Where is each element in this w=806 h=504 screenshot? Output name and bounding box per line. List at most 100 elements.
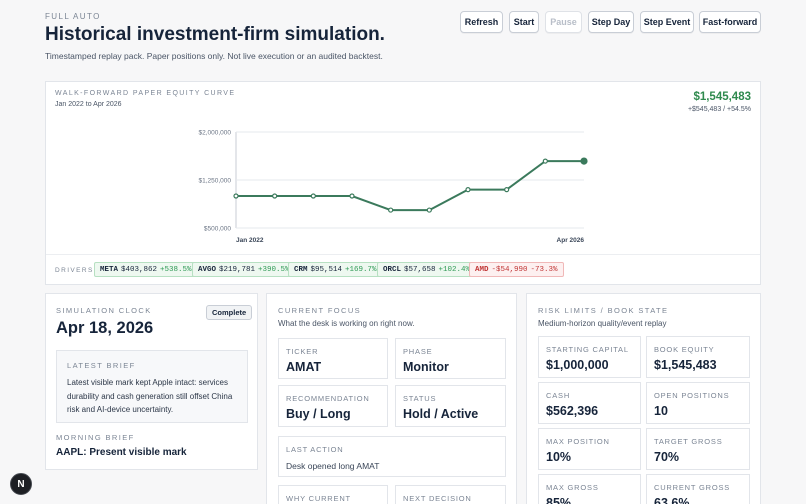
risk-cell-label: MAX GROSS <box>546 483 599 492</box>
morning-brief-text: AAPL: Present visible mark <box>56 447 187 458</box>
equity-range: Jan 2022 to Apr 2026 <box>55 101 122 108</box>
clock-date: Apr 18, 2026 <box>56 319 154 337</box>
open-positions-cell: OPEN POSITIONS 10 <box>646 382 750 424</box>
status-label: STATUS <box>403 394 437 403</box>
driver-pct: +102.4% <box>438 265 471 274</box>
last-action-value: Desk opened long AMAT <box>286 461 380 471</box>
driver-ticker: AVGO <box>198 265 217 274</box>
data-point <box>272 193 278 199</box>
next-decision-cell: NEXT DECISION <box>395 485 506 504</box>
risk-cell-label: OPEN POSITIONS <box>654 391 730 400</box>
current-gross-cell: CURRENT GROSS 63.6% <box>646 474 750 504</box>
risk-cell-label: STARTING CAPITAL <box>546 345 629 354</box>
step-day-button[interactable]: Step Day <box>588 11 634 33</box>
risk-cell-label: MAX POSITION <box>546 437 610 446</box>
risk-cell-label: TARGET GROSS <box>654 437 723 446</box>
data-point <box>580 157 588 165</box>
ticker-value: AMAT <box>286 360 322 374</box>
book-equity-cell: BOOK EQUITY $1,545,483 <box>646 336 750 378</box>
recommendation-value: Buy / Long <box>286 407 351 421</box>
y-tick-label: $500,000 <box>204 226 231 233</box>
page-subtitle: Timestamped replay pack. Paper positions… <box>45 51 383 61</box>
y-tick-label: $1,250,000 <box>198 178 231 185</box>
risk-cell-value: $1,545,483 <box>654 358 717 372</box>
simulation-clock-panel: SIMULATION CLOCK Apr 18, 2026 Complete L… <box>45 293 258 470</box>
driver-chip-orcl[interactable]: ORCL $57,658 +102.4% <box>377 262 477 277</box>
risk-cell-label: BOOK EQUITY <box>654 345 715 354</box>
latest-brief-box: LATEST BRIEF Latest visible mark kept Ap… <box>56 350 248 423</box>
risk-cell-value: 63.6% <box>654 496 690 504</box>
page-title: Historical investment-firm simulation. <box>45 24 385 45</box>
clock-label: SIMULATION CLOCK <box>56 306 152 315</box>
driver-ticker: ORCL <box>383 265 402 274</box>
step-event-button[interactable]: Step Event <box>640 11 694 33</box>
y-tick-label: $2,000,000 <box>198 130 231 137</box>
driver-chip-avgo[interactable]: AVGO $219,781 +390.5% <box>192 262 296 277</box>
driver-chip-crm[interactable]: CRM $95,514 +169.7% <box>288 262 383 277</box>
phase-label: PHASE <box>403 347 433 356</box>
max-gross-cell: MAX GROSS 85% <box>538 474 641 504</box>
risk-subtitle: Medium-horizon quality/event replay <box>538 319 667 328</box>
data-point <box>504 187 510 193</box>
morning-brief-label: MORNING BRIEF <box>56 433 135 442</box>
data-point <box>310 193 316 199</box>
cash-cell: CASH $562,396 <box>538 382 641 424</box>
risk-label: RISK LIMITS / BOOK STATE <box>538 306 669 315</box>
equity-value: $1,545,483 <box>693 91 751 103</box>
last-action-cell: LAST ACTION Desk opened long AMAT <box>278 436 506 477</box>
chart-divider <box>46 254 760 255</box>
data-point <box>542 158 548 164</box>
starting-capital-cell: STARTING CAPITAL $1,000,000 <box>538 336 641 378</box>
driver-pct: -73.3% <box>530 265 558 274</box>
risk-cell-value: 10% <box>546 450 572 464</box>
driver-chip-meta[interactable]: META $403,862 +538.5% <box>94 262 198 277</box>
refresh-button[interactable]: Refresh <box>460 11 503 33</box>
page-eyebrow: FULL AUTO <box>45 12 101 21</box>
fast-forward-button[interactable]: Fast-forward <box>699 11 761 33</box>
driver-pct: +538.5% <box>160 265 192 274</box>
driver-chip-amd[interactable]: AMD -$54,990 -73.3% <box>469 262 564 277</box>
drivers-label: DRIVERS <box>55 267 94 274</box>
max-position-cell: MAX POSITION 10% <box>538 428 641 470</box>
x-tick-label: Jan 2022 <box>236 237 264 244</box>
driver-ticker: AMD <box>475 265 489 274</box>
x-tick-label: Apr 2026 <box>557 237 585 244</box>
next-decision-label: NEXT DECISION <box>403 494 472 503</box>
data-point <box>349 193 355 199</box>
status-cell: STATUS Hold / Active <box>395 385 506 427</box>
risk-cell-value: 10 <box>654 404 668 418</box>
latest-brief-text: Latest visible mark kept Apple intact: s… <box>67 378 233 414</box>
focus-subtitle: What the desk is working on right now. <box>278 319 415 328</box>
driver-pct: +390.5% <box>258 265 290 274</box>
equity-change: +$545,483 / +54.5% <box>687 106 751 113</box>
equity-chart: $2,000,000 $1,250,000 $500,000 Jan 2022 Apr… <box>198 130 588 244</box>
data-point <box>233 193 239 199</box>
risk-cell-label: CURRENT GROSS <box>654 483 731 492</box>
ticker-cell: TICKER AMAT <box>278 338 388 379</box>
why-current-label: WHY CURRENT <box>286 494 351 503</box>
status-badge: Complete <box>206 305 253 320</box>
app-logo-button[interactable]: N <box>10 473 32 495</box>
data-point <box>388 207 394 213</box>
phase-cell: PHASE Monitor <box>395 338 506 379</box>
equity-panel: WALK-FORWARD PAPER EQUITY CURVE Jan 2022… <box>45 81 761 285</box>
status-value: Hold / Active <box>403 407 479 421</box>
equity-series-line <box>236 160 584 212</box>
risk-cell-value: 70% <box>654 450 680 464</box>
focus-label: CURRENT FOCUS <box>278 306 362 315</box>
driver-value: -$54,990 <box>491 265 528 274</box>
data-point <box>465 187 471 193</box>
driver-value: $57,658 <box>404 265 436 274</box>
data-point <box>426 207 432 213</box>
phase-value: Monitor <box>403 360 449 374</box>
latest-brief-label: LATEST BRIEF <box>67 361 136 370</box>
driver-ticker: META <box>100 265 119 274</box>
last-action-label: LAST ACTION <box>286 445 344 454</box>
risk-cell-label: CASH <box>546 391 571 400</box>
driver-value: $95,514 <box>310 265 343 274</box>
pause-button[interactable]: Pause <box>545 11 582 33</box>
start-button[interactable]: Start <box>509 11 539 33</box>
recommendation-label: RECOMMENDATION <box>286 394 370 403</box>
why-current-cell: WHY CURRENT <box>278 485 388 504</box>
target-gross-cell: TARGET GROSS 70% <box>646 428 750 470</box>
